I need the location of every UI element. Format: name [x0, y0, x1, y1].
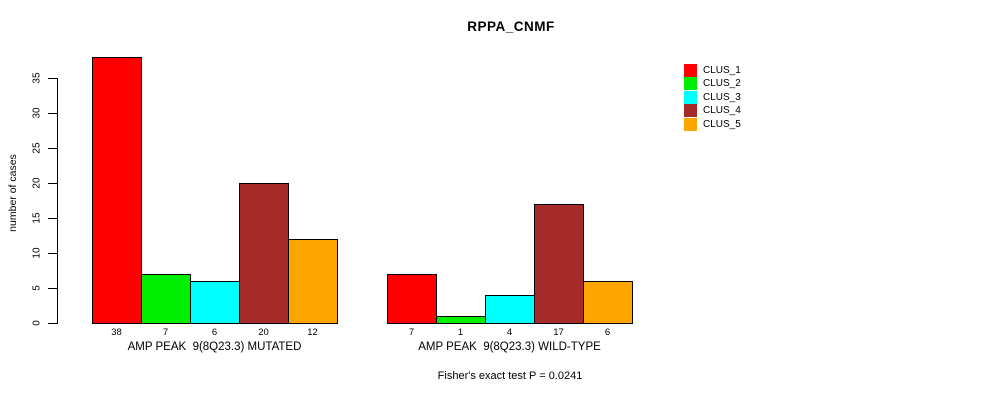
bar-value-label: 4 [506, 327, 513, 338]
chart-title: RPPA_CNMF [467, 19, 555, 34]
legend-swatch-clus_3 [684, 90, 697, 104]
bar-clus_3-group1 [190, 281, 240, 324]
y-axis-tick-label: 15 [31, 212, 43, 224]
bar-clus_4-group2 [534, 204, 584, 324]
y-axis-tick [48, 218, 57, 219]
y-axis-tick-label: 10 [31, 247, 43, 259]
y-axis-tick-label: 20 [31, 177, 43, 189]
bar-clus_2-group1 [141, 274, 191, 324]
y-axis-tick [48, 78, 57, 79]
legend-swatch-clus_4 [684, 104, 697, 118]
legend-label: CLUS_4 [703, 105, 741, 117]
bar-value-label: 20 [258, 327, 269, 338]
y-axis-tick [48, 148, 57, 149]
bar-value-label: 7 [408, 327, 415, 338]
y-axis-tick [48, 113, 57, 114]
bar-value-label: 6 [604, 327, 611, 338]
y-axis-tick-label: 30 [31, 107, 43, 119]
y-axis-tick [48, 288, 57, 289]
x-axis-group-label: AMP PEAK 9(8Q23.3) WILD-TYPE [418, 341, 601, 353]
fisher-test-annotation: Fisher's exact test P = 0.0241 [437, 370, 583, 382]
bar-value-label: 12 [307, 327, 318, 338]
y-axis-tick-label: 25 [31, 142, 43, 154]
bar-value-label: 7 [162, 327, 169, 338]
legend-label: CLUS_3 [703, 91, 741, 103]
y-axis-tick [48, 253, 57, 254]
legend-swatch-clus_1 [684, 64, 697, 77]
y-axis-tick-label: 0 [31, 320, 43, 326]
bar-clus_4-group1 [239, 183, 289, 324]
bar-clus_2-group2 [436, 316, 486, 324]
y-axis-line [57, 78, 58, 324]
bar-clus_5-group1 [288, 239, 338, 324]
bar-clus_1-group2 [387, 274, 437, 324]
bar-clus_1-group1 [92, 57, 142, 324]
y-axis-tick [48, 183, 57, 184]
bar-clus_5-group2 [583, 281, 633, 324]
bar-value-label: 17 [553, 327, 564, 338]
legend-label: CLUS_2 [703, 78, 741, 90]
bar-value-label: 38 [111, 327, 122, 338]
x-axis-group-label: AMP PEAK 9(8Q23.3) MUTATED [127, 341, 302, 353]
y-axis-label: number of cases [7, 154, 19, 232]
bar-value-label: 6 [211, 327, 218, 338]
bar-clus_3-group2 [485, 295, 535, 324]
legend-swatch-clus_2 [684, 77, 697, 91]
y-axis-tick-label: 5 [31, 285, 43, 291]
legend-label: CLUS_1 [703, 65, 741, 76]
bar-value-label: 1 [457, 327, 464, 338]
legend-label: CLUS_5 [703, 118, 741, 130]
y-axis-tick [48, 323, 57, 324]
legend-swatch-clus_5 [684, 117, 697, 131]
y-axis-tick-label: 35 [31, 72, 43, 84]
